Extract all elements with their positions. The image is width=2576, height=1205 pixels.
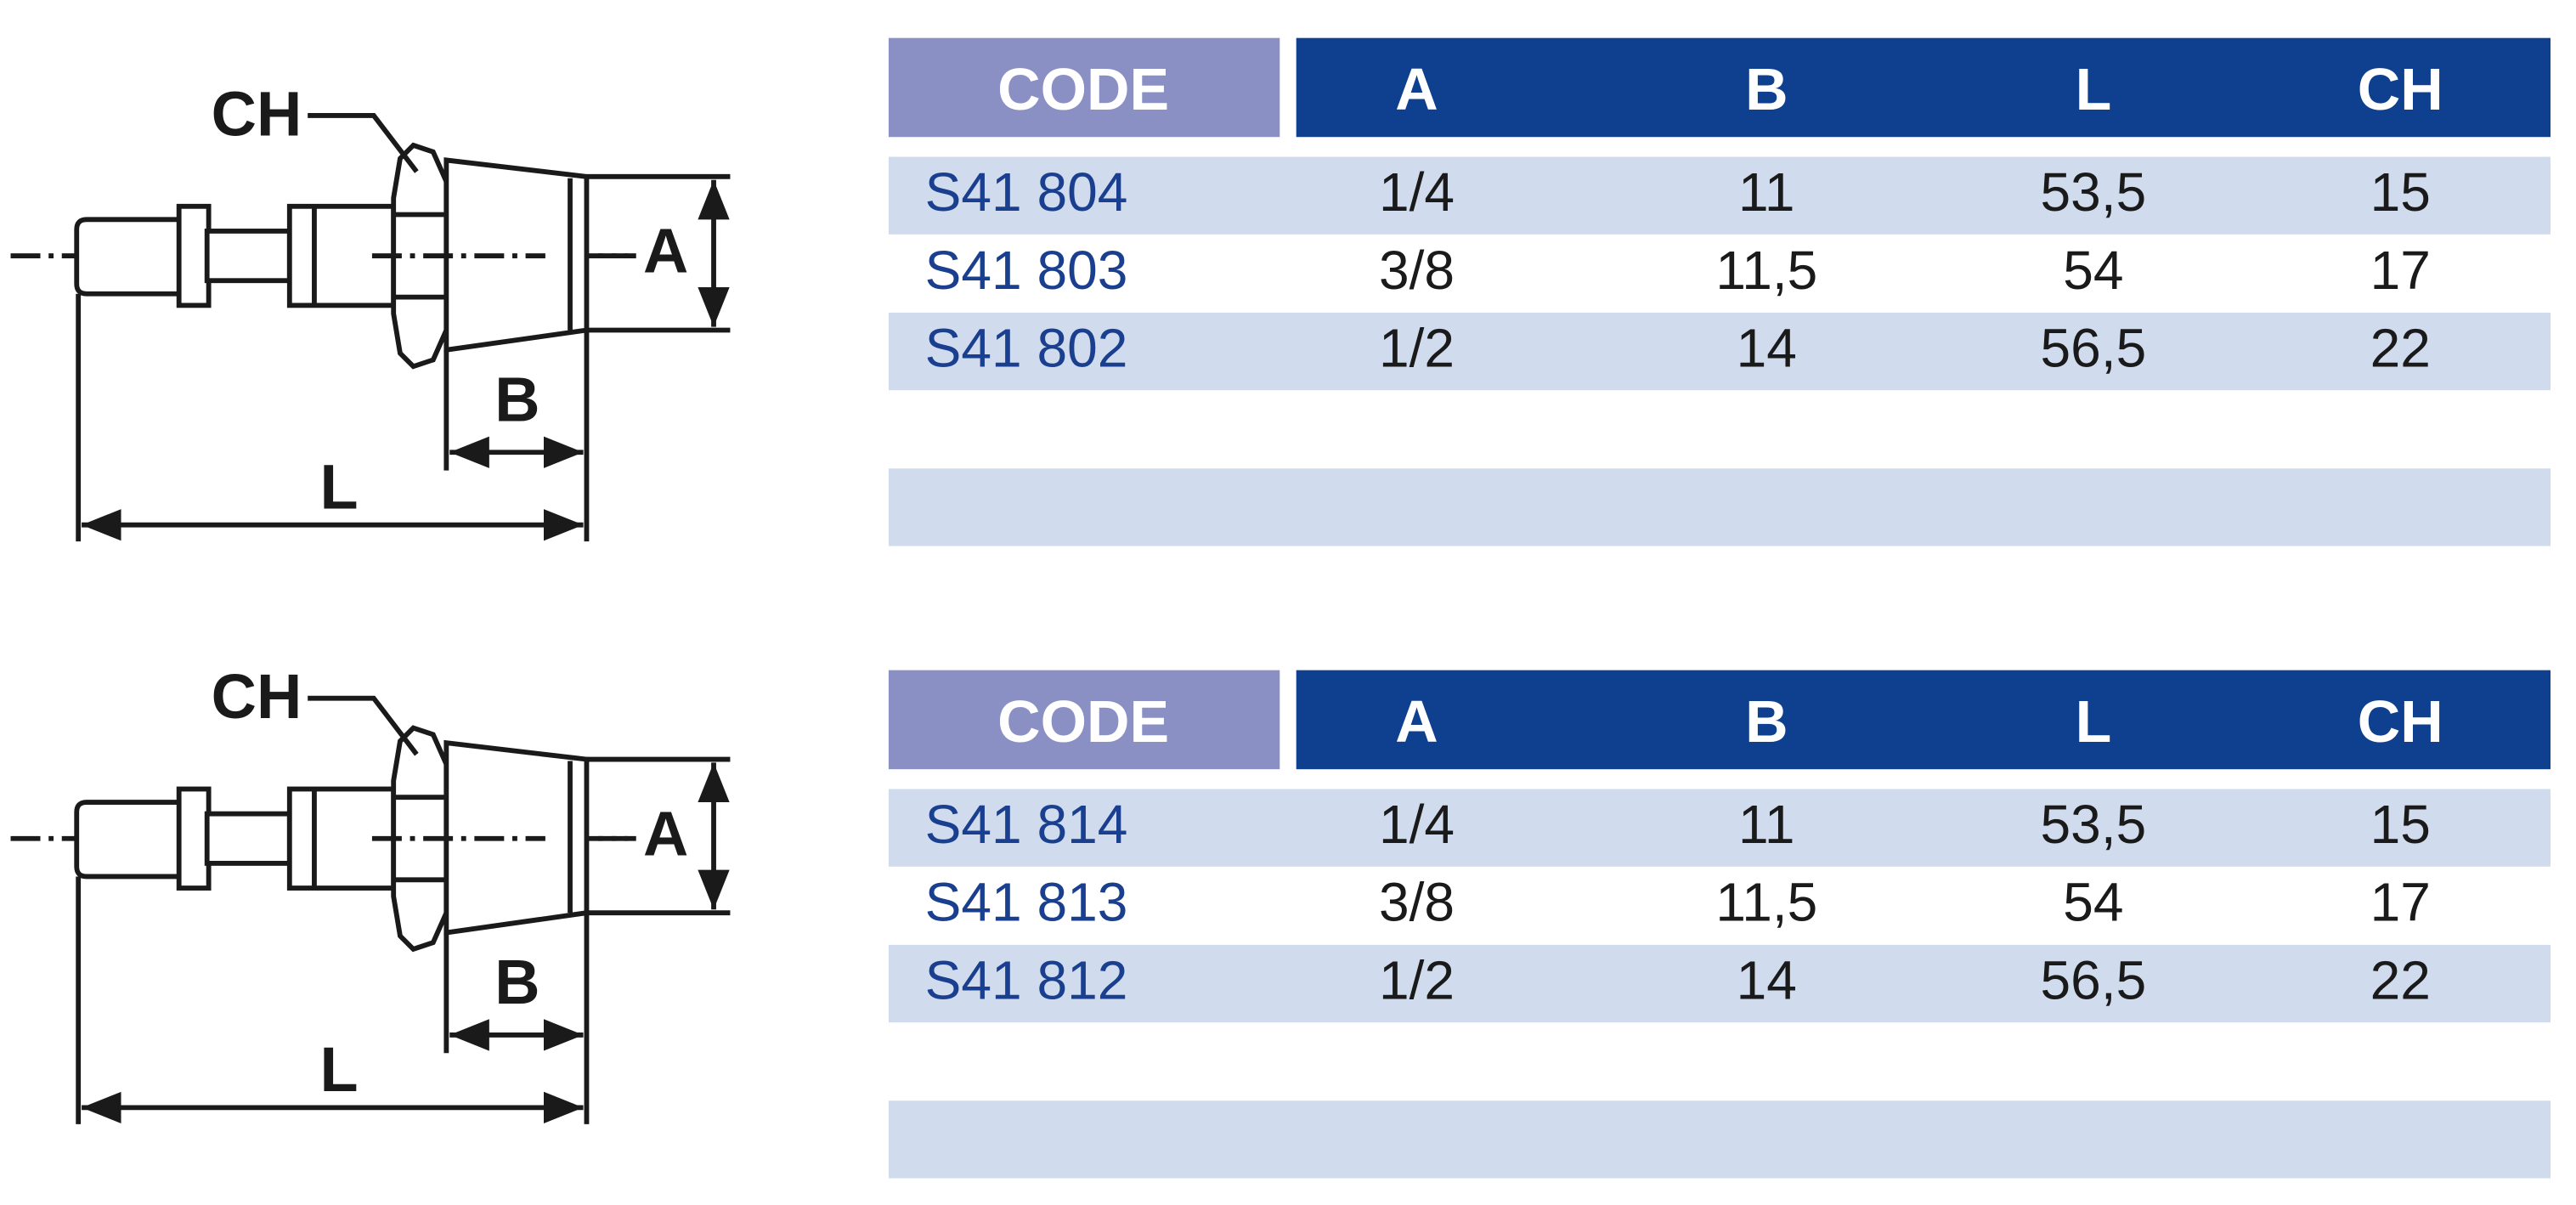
- value-cell: 11,5: [1715, 872, 1817, 933]
- header-code-cell: [888, 670, 1280, 770]
- code-cell: S41 802: [925, 317, 1128, 378]
- fitting-drawing: CH A B L: [11, 661, 731, 1124]
- code-cell: S41 812: [925, 949, 1128, 1010]
- header-text: CODE: [997, 688, 1169, 755]
- value-cell: 1/2: [1379, 949, 1455, 1010]
- row-band: [888, 1100, 2551, 1179]
- fitting-shape: [11, 699, 731, 1124]
- row-band: [888, 944, 2551, 1023]
- header-text: CH: [2358, 56, 2443, 122]
- code-cell: S41 814: [925, 794, 1128, 855]
- value-cell: 3/8: [1379, 872, 1455, 933]
- dim-label-l: L: [320, 1034, 359, 1105]
- header-text: CODE: [997, 56, 1169, 122]
- row-band: [888, 156, 2551, 235]
- header-text: B: [1745, 688, 1788, 755]
- header-text: B: [1745, 56, 1788, 122]
- dim-label-l: L: [320, 451, 359, 522]
- value-cell: 53,5: [2041, 161, 2147, 223]
- value-cell: 22: [2370, 949, 2431, 1010]
- row-band: [888, 468, 2551, 546]
- code-cell: S41 804: [925, 161, 1128, 223]
- code-cell: S41 813: [925, 872, 1128, 933]
- dim-label-a: A: [643, 798, 688, 868]
- value-cell: 11,5: [1715, 240, 1817, 301]
- value-cell: 22: [2370, 317, 2431, 378]
- code-cell: S41 803: [925, 240, 1128, 301]
- value-cell: 14: [1737, 949, 1797, 1010]
- header-text: A: [1395, 688, 1438, 755]
- spec-table: CODE A B L CH S41 814 1/4 11 53,5 15 S41 813 3/8 11,…: [888, 670, 2551, 1179]
- value-cell: 1/4: [1379, 161, 1455, 223]
- dim-label-b: B: [494, 947, 539, 1017]
- value-cell: 54: [2063, 240, 2123, 301]
- fitting-drawing: CH A B L: [11, 78, 731, 541]
- value-cell: 54: [2063, 872, 2123, 933]
- row-band: [888, 789, 2551, 867]
- dim-label-b: B: [494, 364, 539, 434]
- header-text: A: [1395, 56, 1438, 122]
- spec-table: CODE A B L CH S41 804 1/4 11 53,5 15 S41 803 3/8 11,…: [888, 37, 2551, 546]
- dim-label-ch: CH: [212, 661, 302, 732]
- value-cell: 53,5: [2041, 794, 2147, 855]
- value-cell: 1/4: [1379, 794, 1455, 855]
- header-text: L: [2076, 688, 2112, 755]
- header-cell: [1296, 670, 2551, 770]
- value-cell: 11: [1738, 161, 1795, 223]
- fitting-shape: [11, 116, 731, 541]
- dim-label-a: A: [643, 216, 688, 286]
- value-cell: 56,5: [2041, 317, 2147, 378]
- value-cell: 11: [1738, 794, 1795, 855]
- value-cell: 14: [1737, 317, 1797, 378]
- value-cell: 56,5: [2041, 949, 2147, 1010]
- value-cell: 3/8: [1379, 240, 1455, 301]
- header-text: L: [2076, 56, 2112, 122]
- row-band: [888, 312, 2551, 391]
- value-cell: 17: [2370, 240, 2431, 301]
- value-cell: 15: [2370, 161, 2431, 223]
- value-cell: 15: [2370, 794, 2431, 855]
- header-cell: [1296, 37, 2551, 138]
- value-cell: 17: [2370, 872, 2431, 933]
- dim-label-ch: CH: [212, 78, 302, 149]
- header-code-cell: [888, 37, 1280, 138]
- header-text: CH: [2358, 688, 2443, 755]
- value-cell: 1/2: [1379, 317, 1455, 378]
